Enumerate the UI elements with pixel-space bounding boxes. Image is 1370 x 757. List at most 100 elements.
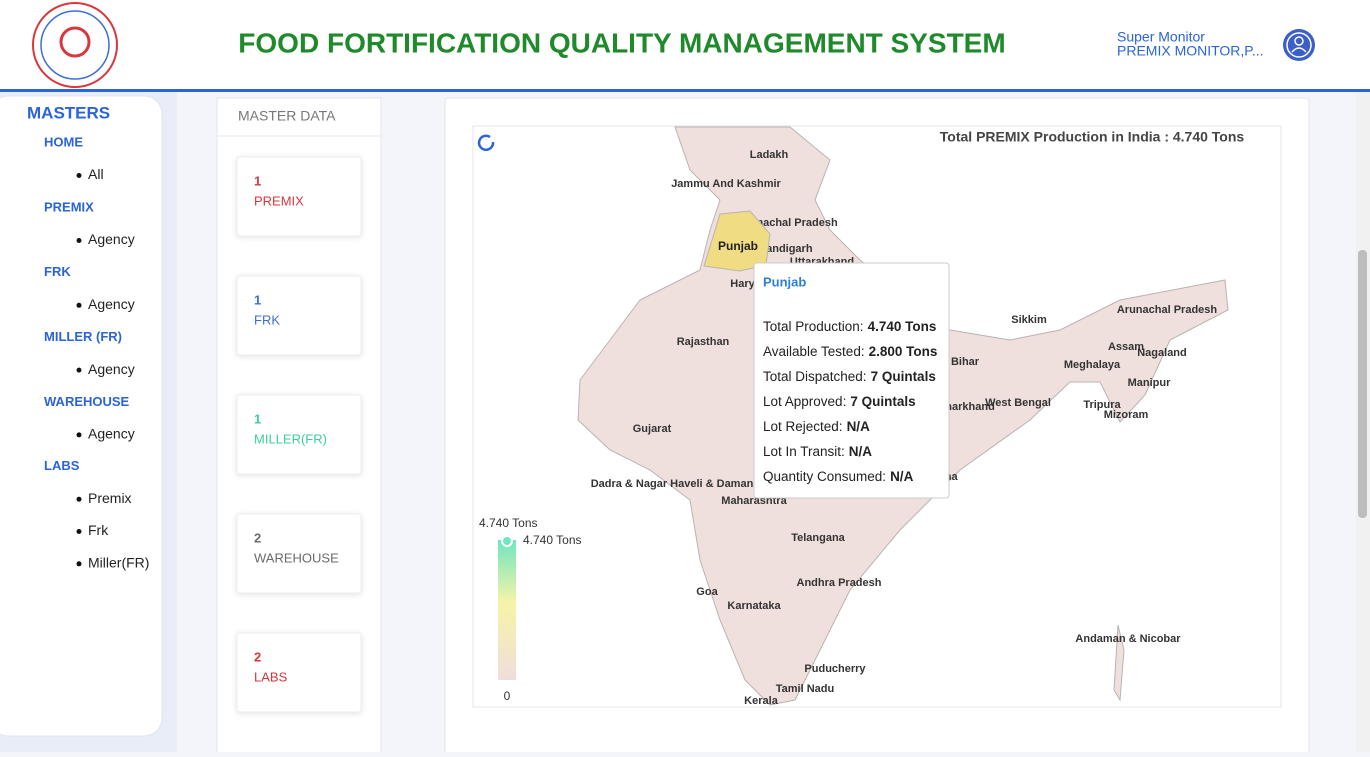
bullet bbox=[76, 496, 82, 502]
state-label: Manipur bbox=[1128, 377, 1171, 389]
legend-marker bbox=[501, 535, 513, 547]
master-card[interactable] bbox=[236, 394, 362, 475]
card-count: 2 bbox=[254, 649, 261, 664]
sidebar bbox=[0, 95, 163, 737]
user-role: Super Monitor bbox=[1117, 29, 1205, 45]
state-label: Jammu And Kashmir bbox=[671, 178, 781, 190]
state-label: Nagaland bbox=[1137, 347, 1187, 359]
card-count: 2 bbox=[254, 530, 261, 545]
tooltip-row: Available Tested: 2.800 Tons bbox=[763, 344, 937, 359]
card-label: LABS bbox=[254, 669, 288, 684]
tooltip-value: 7 Quintals bbox=[871, 369, 936, 384]
sidebar-section[interactable]: LABS bbox=[44, 458, 80, 473]
tooltip-row: Lot Rejected: N/A bbox=[763, 419, 870, 434]
tooltip-label: Lot In Transit: bbox=[763, 444, 845, 459]
state-label: Dadra & Nagar Haveli & Daman bbox=[591, 478, 754, 490]
state-label: Jharkhand bbox=[939, 401, 995, 413]
card-label: MILLER(FR) bbox=[254, 431, 327, 446]
tooltip-label: Total Dispatched: bbox=[763, 369, 867, 384]
state-label: Karnataka bbox=[727, 600, 781, 612]
tooltip-value: 2.800 Tons bbox=[869, 344, 938, 359]
tooltip-label: Quantity Consumed: bbox=[763, 469, 886, 484]
sidebar-item[interactable]: All bbox=[88, 166, 104, 182]
state-label: Gujarat bbox=[633, 423, 672, 435]
sidebar-item[interactable]: Frk bbox=[88, 522, 109, 538]
tooltip bbox=[753, 262, 950, 499]
map-title: Total PREMIX Production in India : 4.740… bbox=[940, 129, 1245, 145]
legend-max: 4.740 Tons bbox=[479, 516, 538, 530]
state-label: Tripura bbox=[1083, 399, 1121, 411]
tooltip-value: 4.740 Tons bbox=[868, 319, 937, 334]
refresh-icon[interactable] bbox=[477, 134, 495, 151]
bullet bbox=[76, 173, 82, 178]
state-label: Andhra Pradesh bbox=[797, 577, 882, 589]
tooltip-value: N/A bbox=[849, 444, 873, 459]
state-label: Telangana bbox=[791, 532, 845, 544]
state-label: Punjab bbox=[718, 239, 758, 253]
master-card[interactable] bbox=[236, 275, 362, 356]
state-label: Arunachal Pradesh bbox=[1117, 304, 1218, 316]
bullet bbox=[76, 529, 82, 534]
tooltip-label: Lot Approved: bbox=[763, 394, 846, 409]
state-label: Puducherry bbox=[804, 663, 866, 675]
tooltip-row: Total Dispatched: 7 Quintals bbox=[763, 369, 936, 384]
state-label: Kerala bbox=[744, 695, 779, 707]
state-label: Tamil Nadu bbox=[776, 683, 834, 695]
card-count: 1 bbox=[254, 411, 261, 426]
user-name[interactable]: PREMIX MONITOR,P... bbox=[1117, 43, 1264, 59]
sidebar-item[interactable]: Agency bbox=[88, 231, 135, 247]
bullet bbox=[76, 561, 82, 567]
bullet bbox=[76, 367, 82, 373]
bullet bbox=[76, 432, 82, 438]
master-card[interactable] bbox=[236, 632, 362, 713]
card-label: FRK bbox=[254, 312, 280, 327]
sidebar-section[interactable]: HOME bbox=[44, 134, 83, 149]
state-label: Meghalaya bbox=[1064, 359, 1121, 371]
sidebar-section[interactable]: PREMIX bbox=[44, 199, 94, 214]
header bbox=[0, 0, 1370, 90]
tooltip-title: Punjab bbox=[763, 274, 806, 289]
card-label: PREMIX bbox=[254, 193, 304, 208]
tooltip-row: Total Production: 4.740 Tons bbox=[763, 319, 936, 334]
punjab-region[interactable] bbox=[703, 210, 771, 272]
master-card[interactable] bbox=[236, 156, 362, 237]
user-icon[interactable] bbox=[1283, 29, 1315, 61]
state-label: Andaman & Nicobar bbox=[1075, 633, 1181, 645]
state-label: Himachal Pradesh bbox=[742, 217, 838, 229]
sidebar-heading: MASTERS bbox=[27, 103, 110, 122]
sidebar-item[interactable]: Premix bbox=[88, 490, 132, 506]
tooltip-label: Available Tested: bbox=[763, 344, 865, 359]
tooltip-value: 7 Quintals bbox=[850, 394, 915, 409]
tooltip-value: N/A bbox=[890, 469, 914, 484]
bullet bbox=[76, 238, 82, 243]
sidebar-item[interactable]: Agency bbox=[88, 296, 135, 312]
card-label: WAREHOUSE bbox=[254, 550, 339, 565]
tooltip-row: Lot Approved: 7 Quintals bbox=[763, 394, 916, 409]
state-label: Rajasthan bbox=[677, 336, 730, 348]
sidebar-section[interactable]: MILLER (FR) bbox=[44, 329, 122, 344]
legend-min: 0 bbox=[504, 689, 511, 703]
state-label: Ladakh bbox=[750, 149, 789, 161]
master-card[interactable] bbox=[236, 513, 362, 594]
header-border bbox=[0, 89, 1370, 92]
state-label: West Bengal bbox=[985, 397, 1051, 409]
card-count: 1 bbox=[254, 173, 261, 188]
scrollbar-thumb[interactable] bbox=[1358, 250, 1367, 518]
sidebar-section[interactable]: WAREHOUSE bbox=[44, 394, 130, 409]
sidebar-item[interactable]: Agency bbox=[88, 426, 135, 442]
app-title: FOOD FORTIFICATION QUALITY MANAGEMENT SY… bbox=[238, 27, 1005, 58]
tooltip-row: Lot In Transit: N/A bbox=[763, 444, 872, 459]
card-count: 1 bbox=[254, 292, 261, 307]
state-label: Assam bbox=[1108, 341, 1144, 353]
bullet bbox=[76, 302, 82, 308]
islands bbox=[1113, 624, 1125, 702]
sidebar-section[interactable]: FRK bbox=[44, 264, 71, 279]
logo bbox=[32, 2, 118, 88]
state-label: Bihar bbox=[951, 356, 980, 368]
state-label: Sikkim bbox=[1011, 314, 1047, 326]
tooltip-value: N/A bbox=[847, 419, 871, 434]
sidebar-item[interactable]: Miller(FR) bbox=[88, 555, 149, 571]
state-label: Goa bbox=[696, 586, 718, 598]
sidebar-item[interactable]: Agency bbox=[88, 361, 135, 377]
